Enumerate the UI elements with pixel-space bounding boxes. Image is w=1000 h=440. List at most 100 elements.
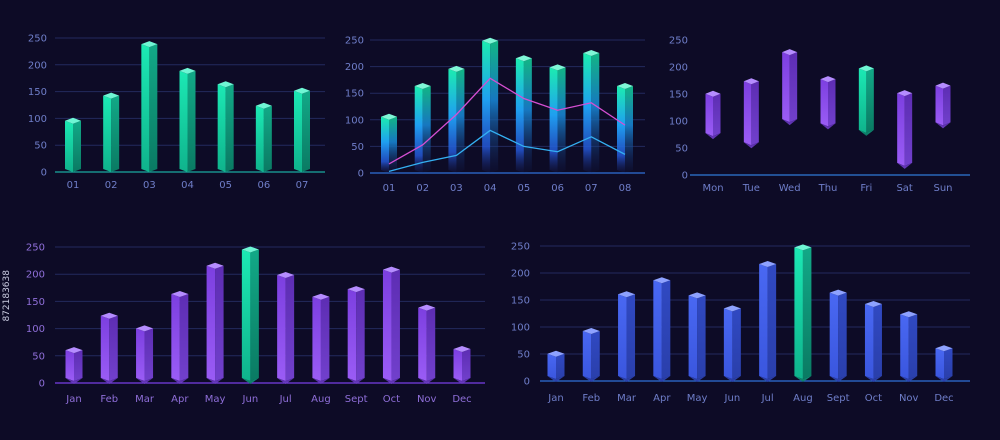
y-tick-label: 0 xyxy=(682,171,688,182)
x-tick-label: 07 xyxy=(296,180,309,191)
x-tick-label: Sept xyxy=(827,393,850,404)
x-tick-label: Dec xyxy=(452,394,471,405)
x-tick-label: Sun xyxy=(933,183,952,194)
bar xyxy=(794,244,812,382)
bar xyxy=(414,82,431,173)
x-tick-label: 05 xyxy=(219,180,232,191)
x-tick-label: 02 xyxy=(105,180,118,191)
bar xyxy=(743,78,759,149)
y-tick-label: 100 xyxy=(345,115,364,126)
bar xyxy=(179,67,196,172)
y-tick-label: 150 xyxy=(345,89,364,100)
x-tick-label: Oct xyxy=(865,393,882,404)
x-tick-label: Apr xyxy=(653,393,671,404)
y-tick-label: 50 xyxy=(34,141,47,152)
bar xyxy=(136,325,154,384)
bar xyxy=(820,76,836,130)
bar xyxy=(482,37,499,173)
bar xyxy=(897,90,913,169)
x-tick-label: 04 xyxy=(181,180,194,191)
bar xyxy=(723,305,741,382)
y-tick-label: 0 xyxy=(524,377,530,388)
x-tick-label: Dec xyxy=(934,393,953,404)
y-tick-label: 0 xyxy=(358,169,364,180)
x-tick-label: Apr xyxy=(171,394,189,405)
x-tick-label: Nov xyxy=(899,393,919,404)
y-tick-label: 100 xyxy=(511,323,530,334)
bar xyxy=(688,292,706,382)
bar xyxy=(277,272,295,384)
x-tick-label: Sat xyxy=(896,183,912,194)
y-tick-label: 250 xyxy=(28,34,47,45)
x-tick-label: 03 xyxy=(143,180,156,191)
bar xyxy=(759,261,777,382)
bar xyxy=(382,266,400,384)
y-tick-label: 50 xyxy=(32,351,45,362)
y-tick-label: 150 xyxy=(26,297,45,308)
y-tick-label: 200 xyxy=(511,269,530,280)
x-tick-label: Nov xyxy=(417,394,437,405)
y-tick-label: 250 xyxy=(669,36,688,47)
bar xyxy=(418,304,436,384)
bar xyxy=(618,291,636,382)
bar xyxy=(448,65,465,173)
chart-2: 0 50 100 150 200 250 01 02 03 04 05 06 07 08 xyxy=(345,36,645,194)
bar xyxy=(255,102,272,172)
x-tick-label: 04 xyxy=(484,183,497,194)
x-tick-label: 07 xyxy=(585,183,598,194)
y-tick-label: 0 xyxy=(39,379,45,390)
y-tick-label: 100 xyxy=(26,324,45,335)
y-tick-label: 50 xyxy=(351,142,364,153)
x-tick-label: Sept xyxy=(345,394,368,405)
y-tick-label: 100 xyxy=(669,117,688,128)
bar xyxy=(453,345,471,384)
x-tick-label: 08 xyxy=(619,183,632,194)
x-tick-label: Oct xyxy=(383,394,400,405)
x-tick-label: Fri xyxy=(860,183,872,194)
bar xyxy=(171,291,189,384)
y-tick-label: 50 xyxy=(517,350,530,361)
x-tick-label: 03 xyxy=(450,183,463,194)
bar xyxy=(217,81,234,172)
bar xyxy=(617,82,633,173)
x-tick-label: Jan xyxy=(547,393,563,404)
bar xyxy=(141,41,158,172)
x-tick-label: Mar xyxy=(135,394,155,405)
x-tick-label: Feb xyxy=(582,393,600,404)
bar xyxy=(782,49,798,126)
x-tick-label: 06 xyxy=(551,183,564,194)
x-tick-label: Tue xyxy=(742,183,760,194)
bar xyxy=(653,277,671,382)
x-tick-label: Mar xyxy=(617,393,637,404)
y-tick-label: 50 xyxy=(675,144,688,155)
bar xyxy=(858,65,874,136)
bar xyxy=(864,301,882,382)
x-tick-label: May xyxy=(687,393,708,404)
bar xyxy=(900,311,918,382)
bar xyxy=(347,286,365,384)
bar xyxy=(294,87,310,172)
x-tick-label: Thu xyxy=(818,183,838,194)
x-tick-label: Jun xyxy=(724,393,741,404)
y-tick-label: 150 xyxy=(669,90,688,101)
x-tick-label: Feb xyxy=(100,394,118,405)
y-tick-label: 200 xyxy=(28,60,47,71)
bar xyxy=(103,92,120,172)
bar xyxy=(549,64,566,173)
x-tick-label: 01 xyxy=(383,183,396,194)
y-tick-label: 250 xyxy=(345,36,364,47)
bar xyxy=(705,90,721,140)
bar xyxy=(547,350,565,382)
x-tick-label: 06 xyxy=(257,180,270,191)
bar xyxy=(100,312,118,384)
series-line xyxy=(388,77,626,165)
x-tick-label: Jul xyxy=(761,393,774,404)
x-tick-label: Jun xyxy=(242,394,259,405)
y-tick-label: 200 xyxy=(345,62,364,73)
bar xyxy=(582,328,600,382)
x-tick-label: Wed xyxy=(779,183,801,194)
y-tick-label: 200 xyxy=(669,63,688,74)
y-tick-label: 150 xyxy=(28,87,47,98)
chart-5: 0 50 100 150 200 250 Jan Feb Mar Apr May Jun Jul Aug S… xyxy=(511,242,970,404)
